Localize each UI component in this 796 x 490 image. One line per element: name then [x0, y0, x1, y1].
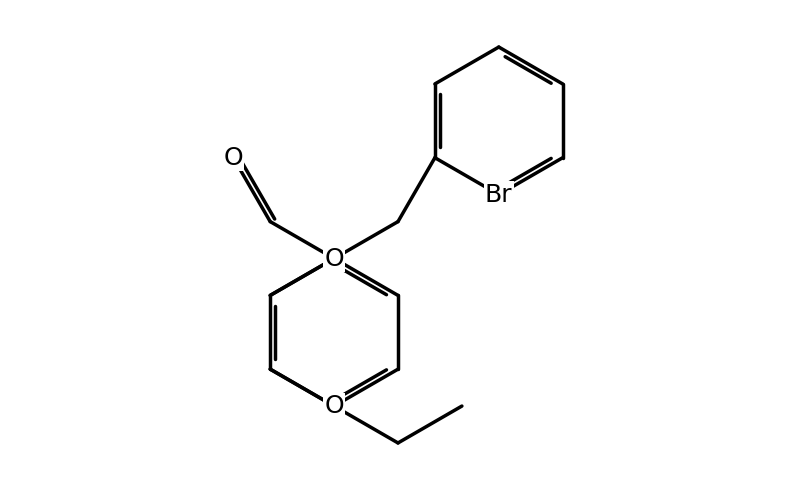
Text: O: O	[324, 394, 344, 418]
Text: Br: Br	[485, 183, 513, 207]
Text: O: O	[224, 146, 243, 170]
Text: O: O	[324, 246, 344, 270]
